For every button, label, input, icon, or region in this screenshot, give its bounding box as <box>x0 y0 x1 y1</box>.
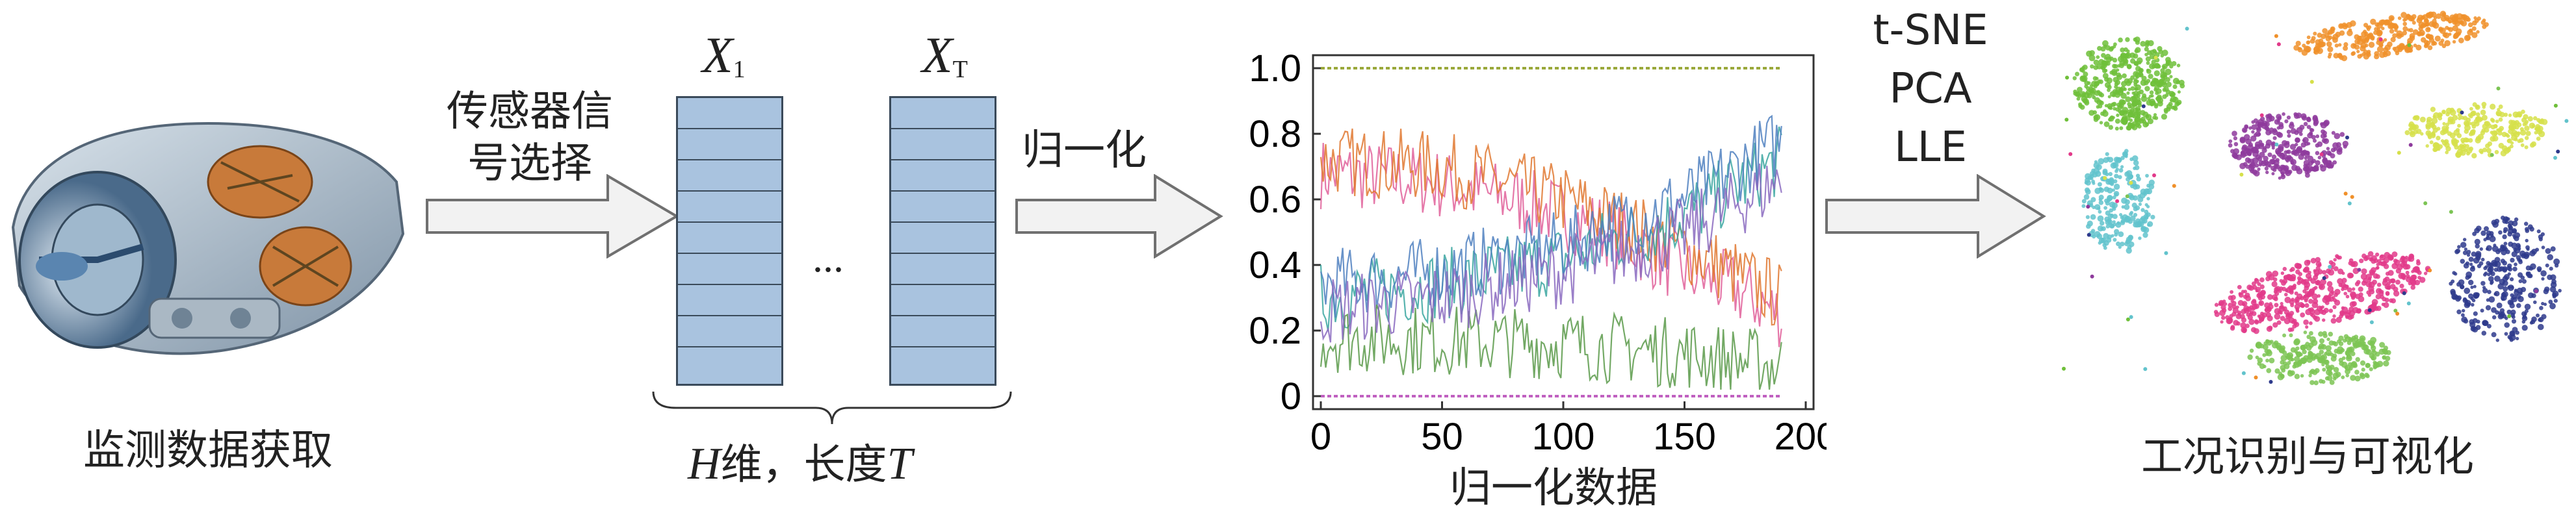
normalize-label: 归一化 <box>1022 127 1147 175</box>
cluster-4 <box>2404 101 2548 158</box>
sensor-select-label-line1: 传感器信 <box>447 88 613 136</box>
cluster-3 <box>2228 112 2348 180</box>
x-tick-label: 50 <box>1421 416 1463 458</box>
cluster-1 <box>2293 10 2489 62</box>
matrix-dim-mid: 维，长度 <box>720 441 887 489</box>
cluster-5 <box>2213 251 2431 334</box>
series-line-7 <box>1320 163 1782 343</box>
chart-x-axis-label: 归一化数据 <box>1450 464 1658 512</box>
matrix-first-header: X1 <box>702 26 746 84</box>
cluster-7 <box>2247 331 2391 386</box>
matrix-brace <box>650 388 1014 430</box>
cluster-2 <box>2081 149 2155 254</box>
chart-frame <box>1312 54 1815 410</box>
method-tsne-label: t-SNE <box>1873 6 1988 55</box>
cluster-scatter-plot <box>2062 10 2569 386</box>
matrix-dimension-label: H维，长度T <box>688 431 913 491</box>
y-tick-label: 0 <box>1281 375 1301 418</box>
cluster-6 <box>2449 216 2562 342</box>
matrix-last-header: XT <box>922 26 968 84</box>
matrix-first-var: X <box>702 27 733 83</box>
y-tick-label: 0.6 <box>1249 179 1301 221</box>
arrow-2 <box>1015 174 1223 258</box>
matrix-last-sub: T <box>952 56 968 83</box>
x-tick-label: 200 <box>1775 416 1827 458</box>
sensor-select-label-line2: 号选择 <box>467 140 592 188</box>
x-tick-label: 150 <box>1653 416 1716 458</box>
series-line-2 <box>1320 143 1782 347</box>
matrix-column-last <box>889 96 996 386</box>
arrow-3 <box>1825 174 2046 258</box>
matrix-first-sub: 1 <box>733 56 746 83</box>
stray-points <box>2062 27 2569 384</box>
arrow-1 <box>426 174 679 258</box>
series-line-6 <box>1320 304 1782 390</box>
matrix-column-first <box>676 96 783 386</box>
series-line-3 <box>1320 128 1782 326</box>
y-tick-label: 0.8 <box>1249 113 1301 155</box>
x-tick-label: 0 <box>1310 416 1331 458</box>
y-tick-label: 0.2 <box>1249 310 1301 352</box>
acquire-data-label: 监测数据获取 <box>83 427 333 475</box>
normalized-data-chart: 0 0.2 0.4 0.6 0.8 1.0 0 50 100 150 200 <box>1249 47 1827 458</box>
jet-engine-image <box>0 52 416 416</box>
cluster-0 <box>2072 36 2185 131</box>
matrix-dim-var: H <box>688 439 721 489</box>
method-lle-label: LLE <box>1894 123 1967 171</box>
matrix-ellipsis: ... <box>813 234 844 281</box>
final-recognition-label: 工况识别与可视化 <box>2141 433 2474 481</box>
y-tick-label: 0.4 <box>1249 244 1301 286</box>
x-tick-label: 100 <box>1532 416 1595 458</box>
method-pca-label: PCA <box>1889 65 1972 113</box>
matrix-dim-len: T <box>887 439 913 489</box>
matrix-last-var: X <box>922 27 953 83</box>
y-tick-label: 1.0 <box>1249 47 1301 90</box>
